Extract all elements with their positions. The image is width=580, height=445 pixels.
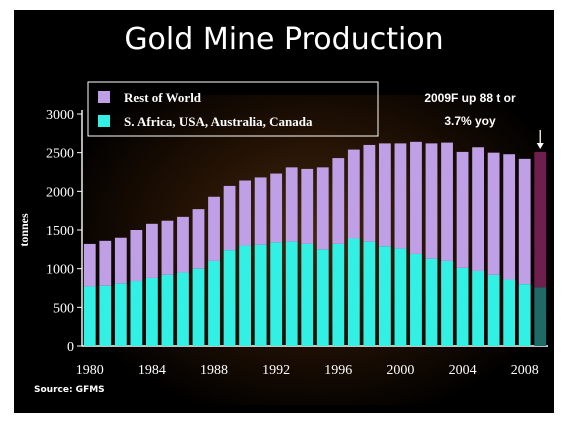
- bar-rest-1985: [161, 220, 174, 275]
- legend-swatch-rest-of-world: [98, 91, 110, 103]
- chart-frame: Gold Mine Production 0 500 1000 1500 2000 250…: [14, 10, 554, 413]
- bar-rest-1981: [99, 240, 112, 286]
- bar-big4-1996: [332, 243, 345, 346]
- bar-big4-2008: [518, 284, 531, 346]
- gold-bars-background: [80, 95, 550, 405]
- legend-label-big4: S. Africa, USA, Australia, Canada: [124, 114, 313, 129]
- stacked-bar-chart: 0 500 1000 1500 2000 2500 3000 tonnes 1980 1984 19…: [17, 81, 548, 378]
- bar-big4-1982: [114, 283, 127, 346]
- bar-rest-1996: [332, 158, 345, 244]
- x-tick-label: 1996: [324, 363, 352, 378]
- bar-rest-1998: [363, 144, 376, 242]
- x-tick-label: 1988: [200, 363, 228, 378]
- bar-rest-1995: [316, 167, 329, 250]
- bar-rest-1992: [270, 173, 283, 243]
- bar-big4-1994: [301, 243, 314, 346]
- bar-rest-2000: [394, 143, 407, 249]
- bar-rest-1984: [145, 223, 158, 278]
- chart-title: Gold Mine Production: [124, 22, 444, 57]
- bar-big4-1999: [378, 246, 391, 346]
- bar-rest-1982: [114, 237, 127, 284]
- y-tick-label: 2500: [46, 147, 74, 162]
- annotation-line-2: 3.7% yoy: [444, 114, 496, 128]
- bar-big4-2003: [441, 260, 453, 346]
- bar-big4-1995: [316, 249, 329, 346]
- bar-big4-1980: [83, 286, 96, 346]
- bar-rest-2008: [518, 158, 531, 285]
- bar-rest-1989: [223, 185, 236, 251]
- bar-big4-1992: [270, 242, 283, 346]
- bar-rest-2005: [472, 147, 485, 271]
- legend-swatch-big4: [98, 115, 110, 127]
- bar-big4-1986: [177, 272, 189, 346]
- bar-big4-1981: [99, 285, 112, 346]
- bar-big4-1984: [145, 277, 158, 346]
- bar-big4-1985: [161, 274, 174, 346]
- annotation-line-1: 2009F up 88 t or: [424, 91, 516, 105]
- bar-rest-2002: [425, 143, 438, 259]
- legend-label-rest-of-world: Rest of World: [124, 90, 202, 105]
- bar-big4-2002: [425, 258, 438, 346]
- bar-big4-2004: [456, 267, 469, 346]
- bar-big4-1990: [239, 245, 252, 346]
- annotation-arrow-head: [536, 143, 544, 149]
- bar-rest-1997: [347, 149, 360, 239]
- x-tick-label: 2008: [511, 363, 539, 378]
- bar-rest-1999: [378, 143, 391, 247]
- bar-big4-2009: [534, 287, 547, 346]
- bar-big4-1983: [130, 281, 143, 346]
- bar-big4-1998: [363, 241, 376, 346]
- bar-rest-1983: [130, 230, 143, 282]
- bar-big4-2005: [472, 270, 485, 346]
- y-tick-label: 500: [53, 301, 74, 316]
- bar-rest-2003: [441, 142, 453, 261]
- bar-rest-1990: [239, 180, 252, 246]
- bar-rest-2009: [534, 151, 547, 288]
- x-tick-label: 1992: [262, 363, 290, 378]
- bar-rest-2001: [410, 141, 422, 254]
- bar-big4-1988: [208, 260, 220, 346]
- bar-big4-2006: [487, 274, 500, 346]
- y-tick-label: 2000: [46, 185, 74, 200]
- source-note: Source: GFMS: [34, 385, 105, 395]
- bar-rest-1991: [254, 177, 267, 245]
- bar-rest-1993: [285, 167, 298, 242]
- bar-rest-1988: [208, 196, 220, 261]
- bar-rest-1986: [177, 216, 189, 273]
- y-tick-label: 1500: [46, 224, 74, 239]
- x-tick-label: 2000: [386, 363, 414, 378]
- bar-big4-2001: [410, 253, 422, 346]
- legend-box: [87, 81, 379, 137]
- bar-big4-1987: [192, 268, 205, 346]
- y-tick-label: 1000: [46, 263, 74, 278]
- y-tick-label: 3000: [46, 108, 74, 123]
- x-tick-label: 2004: [449, 363, 477, 378]
- y-tick-label: 0: [67, 340, 74, 355]
- y-axis-label: tonnes: [17, 213, 31, 247]
- bar-big4-2000: [394, 248, 407, 346]
- bar-big4-1991: [254, 244, 267, 346]
- x-tick-label: 1984: [138, 363, 166, 378]
- bar-rest-2007: [503, 154, 516, 280]
- bar-rest-1980: [83, 243, 96, 287]
- x-tick-label: 1980: [76, 363, 104, 378]
- bar-rest-1987: [192, 209, 205, 269]
- bar-big4-1993: [285, 241, 298, 346]
- bar-big4-2007: [503, 279, 516, 346]
- bar-rest-2006: [487, 152, 500, 275]
- bar-big4-1997: [347, 238, 360, 346]
- bar-big4-1989: [223, 250, 236, 346]
- bar-rest-1994: [301, 168, 314, 244]
- bar-rest-2004: [456, 151, 469, 268]
